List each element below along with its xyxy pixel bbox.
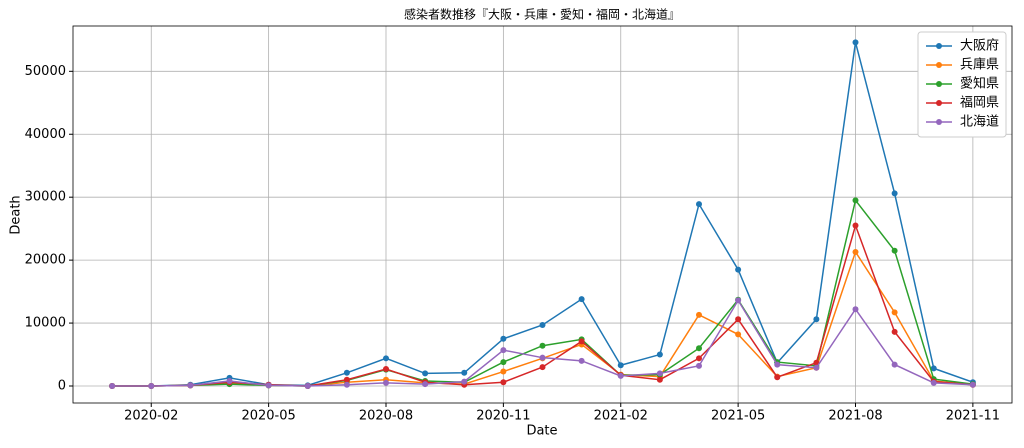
x-tick-label: 2021-08 [828,409,882,424]
x-tick-label: 2021-05 [711,409,765,424]
point [891,247,898,254]
point [500,368,507,375]
point [226,377,233,384]
y-tick-label: 0 [58,379,66,394]
point [422,381,429,388]
point [304,383,311,390]
point [656,376,663,383]
point [383,379,389,386]
point [735,297,742,304]
point [422,370,429,377]
point [774,374,781,381]
point [265,382,272,389]
point [852,39,859,46]
point [461,378,468,385]
legend-marker [936,81,942,87]
x-tick-label: 2020-08 [359,409,413,424]
point [696,355,702,362]
y-tick-label: 50000 [25,64,66,79]
point [539,342,546,349]
point [539,354,546,361]
point [813,364,820,371]
legend-label: 兵庫県 [960,58,999,73]
point [500,359,507,366]
y-tick-label: 30000 [25,190,66,205]
legend-label: 大阪府 [960,39,999,54]
point [774,361,781,368]
point [343,369,350,376]
point [735,266,742,273]
point [852,248,859,255]
point [813,316,820,323]
point [852,197,859,204]
point [187,382,194,389]
series-line [112,42,974,387]
point [617,372,624,379]
y-tick-label: 10000 [25,316,66,331]
y-tick-label: 40000 [25,127,66,142]
point [578,357,585,364]
point [696,362,702,369]
point [930,365,937,372]
point [891,309,898,316]
legend-label: 福岡県 [960,96,999,111]
legend-box [917,31,1007,138]
y-axis-label: Death [9,195,24,234]
point [656,351,663,358]
point [383,366,389,373]
point [930,379,937,386]
point [852,306,859,313]
point [109,383,116,390]
point [735,331,742,338]
point [578,296,585,303]
point [735,316,742,323]
legend-marker [936,119,942,125]
point [343,376,350,383]
x-tick-label: 2021-02 [594,409,648,424]
point [539,321,546,328]
point [383,355,389,362]
legend-marker [936,100,942,106]
x-tick-label: 2021-11 [946,409,1000,424]
plot-frame [72,25,1013,404]
point [891,190,898,197]
point [500,379,507,386]
point [852,222,859,229]
point [696,311,702,318]
point [891,361,898,368]
point [617,362,624,369]
point [500,347,507,354]
point [343,381,350,388]
x-tick-label: 2020-11 [476,409,530,424]
point [891,328,898,335]
x-tick-label: 2020-02 [124,409,178,424]
y-tick-label: 20000 [25,253,66,268]
point [148,383,155,390]
point [539,364,546,371]
point [696,201,702,208]
legend-marker [936,62,942,68]
legend-marker [936,43,942,49]
point [696,345,702,352]
legend-label: 北海道 [960,115,999,130]
x-tick-label: 2020-05 [241,409,295,424]
point [461,369,468,376]
point [656,370,663,377]
point [969,381,976,388]
point [500,335,507,342]
chart-title: 感染者数推移『大阪・兵庫・愛知・福岡・北海道』 [404,7,680,22]
point [578,338,585,345]
legend-label: 愛知県 [960,76,999,92]
x-axis-label: Date [526,424,557,439]
